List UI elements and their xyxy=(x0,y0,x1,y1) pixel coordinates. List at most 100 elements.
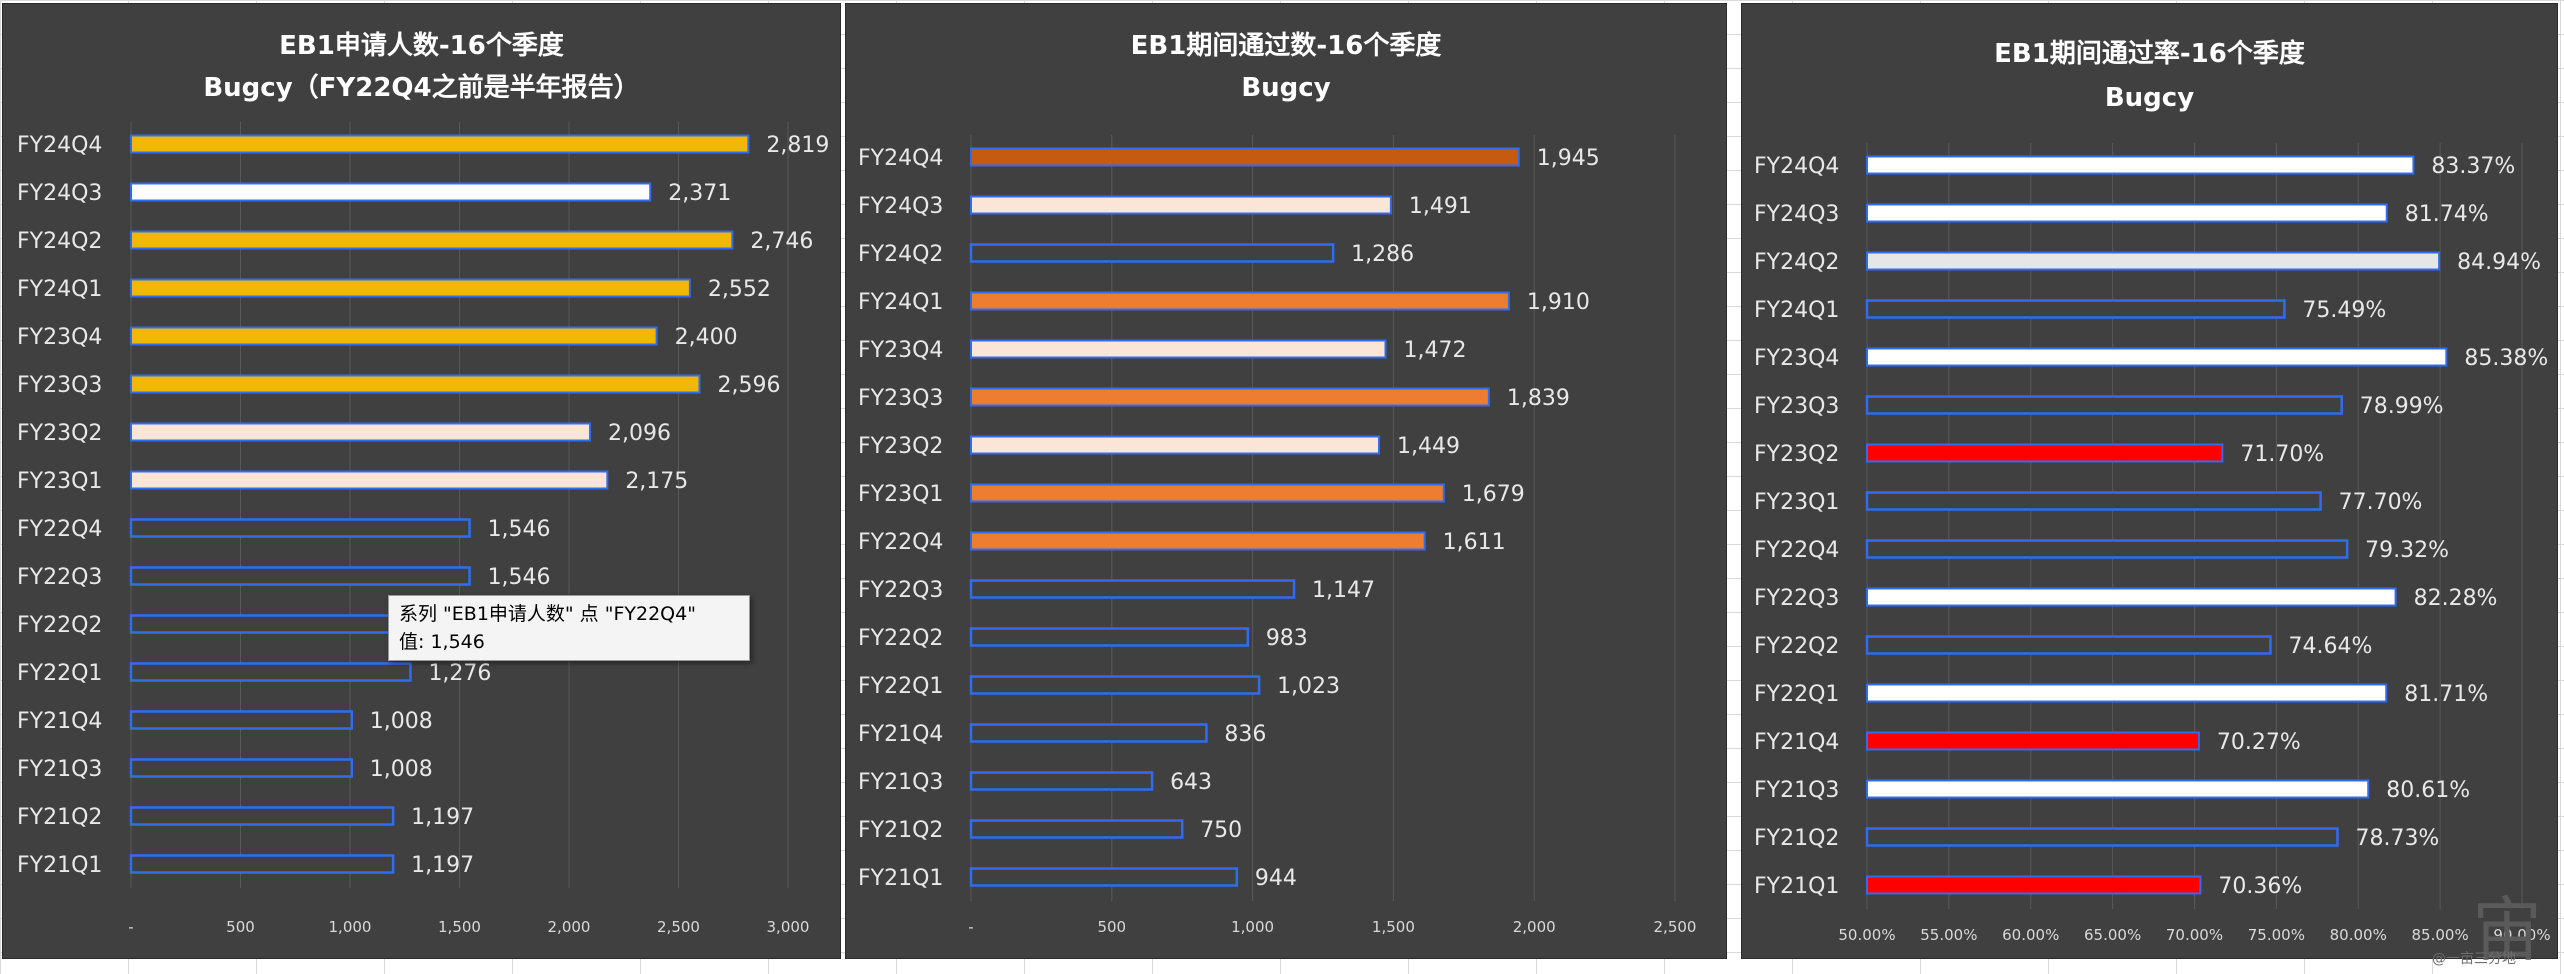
x-tick-label: 500 xyxy=(1097,918,1126,936)
bar xyxy=(1866,731,2200,751)
x-tick-label: 1,000 xyxy=(329,918,372,936)
bar xyxy=(130,134,750,154)
chart-subtitle: Bugcy xyxy=(2104,83,2195,113)
category-label: FY24Q1 xyxy=(1754,298,1839,323)
x-tick-label: 75.00% xyxy=(2248,926,2305,944)
data-label: 1,008 xyxy=(370,709,433,734)
data-label: 1,449 xyxy=(1397,434,1460,459)
category-label: FY24Q2 xyxy=(17,229,102,254)
category-label: FY22Q3 xyxy=(1754,586,1839,611)
bar xyxy=(970,147,1520,167)
bar xyxy=(969,627,1250,647)
category-label: FY21Q1 xyxy=(858,866,943,891)
category-label: FY23Q3 xyxy=(858,386,943,411)
data-label: 80.61% xyxy=(2386,778,2470,803)
chart-title: EB1期间通过数-16个季度 xyxy=(1130,31,1442,61)
category-label: FY23Q1 xyxy=(1754,490,1839,515)
category-label: FY24Q3 xyxy=(1754,202,1839,227)
watermark-glyph: 宙 xyxy=(2472,889,2542,968)
chart-approval-rate[interactable]: EB1期间通过率-16个季度 Bugcy 50.00% 55.00% 60.00% 6… xyxy=(1742,4,2557,958)
data-label: 2,746 xyxy=(750,229,813,254)
x-tick-label: 65.00% xyxy=(2084,926,2141,944)
data-label: 2,596 xyxy=(718,373,781,398)
bar xyxy=(1866,875,2202,895)
bar xyxy=(1865,827,2339,847)
data-label: 1,679 xyxy=(1462,482,1525,507)
data-label: 81.71% xyxy=(2404,682,2488,707)
watermark-logo: 宙 xyxy=(2472,889,2542,968)
data-label: 1,910 xyxy=(1527,290,1590,315)
bar xyxy=(130,182,652,202)
data-label: 2,552 xyxy=(708,277,771,302)
x-tick-label: 1,000 xyxy=(1231,918,1274,936)
category-label: FY22Q2 xyxy=(1754,634,1839,659)
category-label: FY24Q2 xyxy=(1754,250,1839,275)
category-label: FY21Q3 xyxy=(858,770,943,795)
data-label: 74.64% xyxy=(2288,634,2372,659)
chart-plot: 50.00% 55.00% 60.00% 65.00% 70.00% 75.00% 80.0… xyxy=(1754,143,2551,944)
bar xyxy=(969,819,1184,839)
bar xyxy=(970,483,1445,503)
data-label: 1,945 xyxy=(1537,146,1600,171)
data-label: 70.27% xyxy=(2217,730,2301,755)
category-label: FY22Q2 xyxy=(17,613,102,638)
bar xyxy=(1866,443,2224,463)
category-label: FY23Q3 xyxy=(1754,394,1839,419)
data-label: 750 xyxy=(1200,818,1242,843)
data-label: 85.38% xyxy=(2464,346,2548,371)
category-label: FY22Q2 xyxy=(858,626,943,651)
x-tick-label: 80.00% xyxy=(2330,926,2387,944)
bar xyxy=(970,387,1490,407)
category-label: FY24Q4 xyxy=(17,133,102,158)
data-label: 1,611 xyxy=(1443,530,1506,555)
data-label: 79.32% xyxy=(2365,538,2449,563)
category-label: FY23Q2 xyxy=(1754,442,1839,467)
data-label: 1,472 xyxy=(1404,338,1467,363)
category-label: FY24Q1 xyxy=(17,277,102,302)
category-label: FY24Q4 xyxy=(1754,154,1839,179)
x-tick-label: 90.00% xyxy=(2493,926,2550,944)
category-label: FY24Q1 xyxy=(858,290,943,315)
category-label: FY21Q2 xyxy=(1754,826,1839,851)
bar xyxy=(1866,251,2441,271)
data-label: 836 xyxy=(1224,722,1266,747)
data-label: 71.70% xyxy=(2240,442,2324,467)
data-label: 1,023 xyxy=(1277,674,1340,699)
category-label: FY24Q3 xyxy=(17,181,102,206)
category-label: FY22Q3 xyxy=(17,565,102,590)
x-tick-label: 2,000 xyxy=(548,918,591,936)
chart-title: EB1期间通过率-16个季度 xyxy=(1994,39,2305,69)
bar xyxy=(130,278,691,298)
category-label: FY22Q4 xyxy=(858,530,943,555)
data-label: 78.99% xyxy=(2360,394,2444,419)
bar xyxy=(969,243,1335,263)
bar xyxy=(129,710,354,730)
category-label: FY23Q2 xyxy=(858,434,943,459)
data-tooltip: 系列 "EB1申请人数" 点 "FY22Q4" 值: 1,546 xyxy=(388,595,750,661)
data-label: 81.74% xyxy=(2405,202,2489,227)
chart-approvals[interactable]: EB1期间通过数-16个季度 Bugcy - 500 1,000 1,500 2,000… xyxy=(846,4,1726,958)
data-label: 1,839 xyxy=(1507,386,1570,411)
data-label: 2,400 xyxy=(675,325,738,350)
x-tick-label: 50.00% xyxy=(1838,926,1895,944)
bar xyxy=(969,771,1154,791)
chart-applicants[interactable]: EB1申请人数-16个季度 Bugcy（FY22Q4之前是半年报告） - 500 1… xyxy=(3,4,840,958)
x-tick-label: - xyxy=(128,918,133,936)
bar xyxy=(969,675,1261,695)
data-label: 643 xyxy=(1170,770,1212,795)
watermark-caption: @一亩三分地 xyxy=(2432,951,2516,967)
category-label: FY21Q2 xyxy=(17,805,102,830)
data-label: 2,819 xyxy=(766,133,829,158)
bar xyxy=(1866,587,2397,607)
category-label: FY23Q3 xyxy=(17,373,102,398)
data-label: 2,175 xyxy=(625,469,688,494)
bar xyxy=(1865,299,2286,319)
chart-subtitle: Bugcy xyxy=(1241,73,1331,103)
category-label: FY22Q1 xyxy=(17,661,102,686)
bar xyxy=(130,374,701,394)
data-label: 1,197 xyxy=(411,805,474,830)
tooltip-series-line: 系列 "EB1申请人数" 点 "FY22Q4" xyxy=(399,603,696,625)
chart-title: EB1申请人数-16个季度 xyxy=(279,31,564,61)
category-label: FY21Q3 xyxy=(17,757,102,782)
data-label: 1,197 xyxy=(411,853,474,878)
